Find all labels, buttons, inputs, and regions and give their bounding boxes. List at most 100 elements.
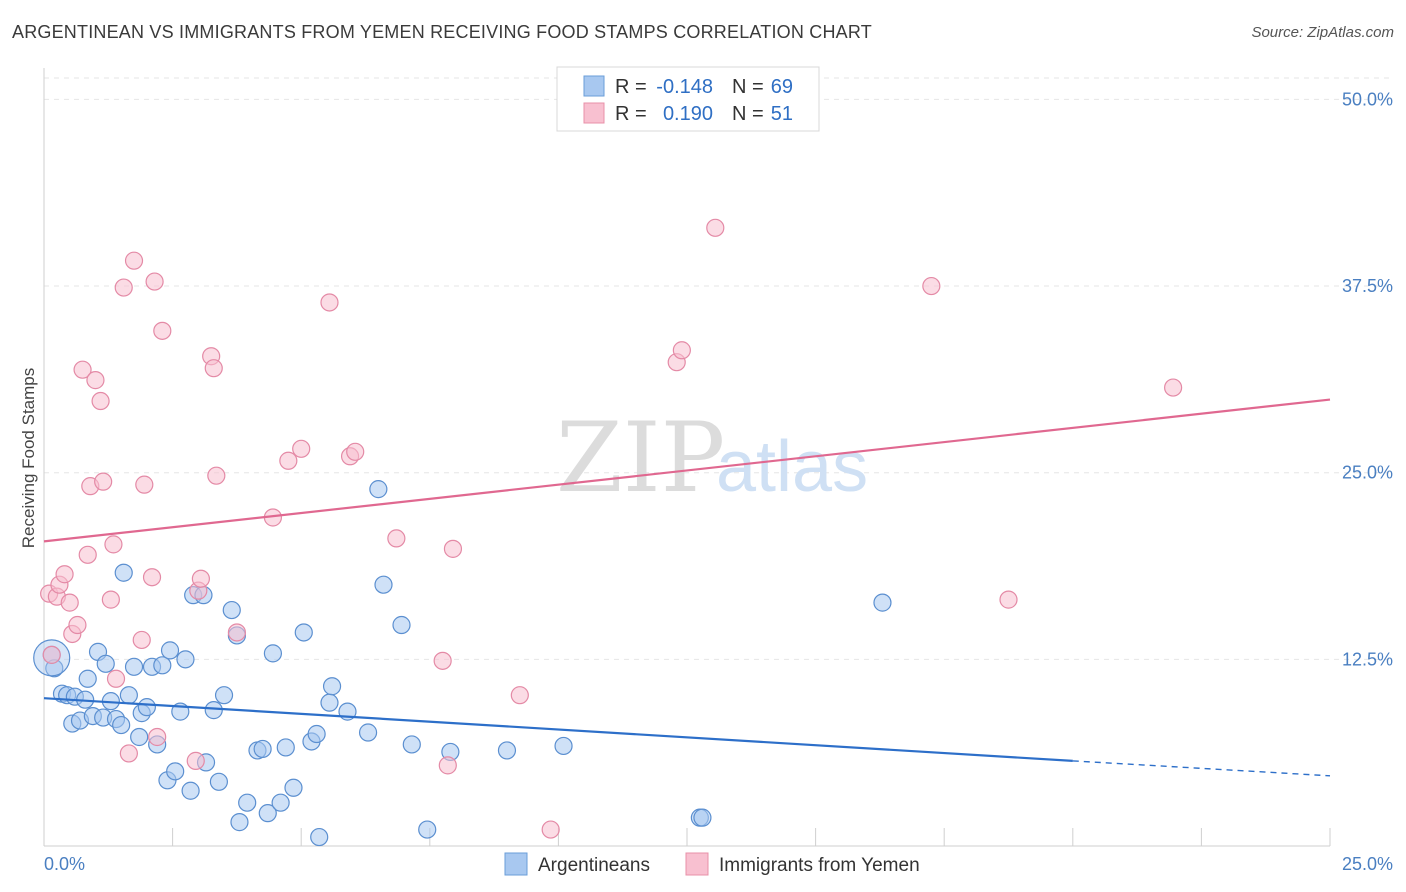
point-yemen-5 — [60, 593, 79, 612]
trend-line-argentineans-extension — [1072, 760, 1331, 777]
point-argentineans-26 — [160, 641, 180, 660]
point-argentineans-15 — [112, 715, 131, 735]
point-yemen-13 — [94, 472, 113, 491]
point-yemen-9 — [78, 545, 97, 564]
trend-line-argentineans — [43, 697, 1073, 762]
point-argentineans-47 — [284, 778, 303, 797]
legend-r-label-1: R = — [615, 103, 647, 125]
point-yemen-44 — [541, 820, 560, 839]
point-yemen-25 — [153, 321, 172, 340]
point-yemen-11 — [86, 371, 105, 390]
legend-r-value-0: -0.148 — [656, 76, 713, 98]
legend-swatch-yemen — [583, 102, 605, 124]
point-yemen-41 — [438, 756, 457, 775]
point-yemen-46 — [672, 341, 691, 360]
point-yemen-1 — [42, 645, 61, 664]
point-yemen-28 — [191, 569, 210, 588]
y-tick-label-12.5: 12.5% — [1342, 649, 1393, 669]
point-yemen-36 — [320, 293, 339, 312]
point-argentineans-43 — [258, 804, 277, 823]
point-argentineans-44 — [263, 644, 283, 663]
legend-swatch-argentineans-bottom — [504, 852, 528, 876]
point-argentineans-42 — [253, 739, 272, 759]
point-argentineans-8 — [78, 669, 97, 688]
y-tick-label-25: 25.0% — [1342, 463, 1393, 483]
point-yemen-14 — [101, 590, 120, 609]
point-argentineans-34 — [204, 701, 223, 720]
point-argentineans-12 — [96, 654, 115, 673]
point-yemen-8 — [73, 360, 92, 379]
point-argentineans-21 — [137, 698, 156, 717]
point-yemen-19 — [124, 251, 144, 270]
legend-n-value-0: 69 — [771, 76, 793, 98]
y-tick-label-37.5: 37.5% — [1342, 276, 1393, 296]
point-argentineans-55 — [358, 723, 378, 742]
point-argentineans-65 — [693, 808, 712, 827]
y-axis-label: Receiving Food Stamps — [19, 368, 38, 548]
point-argentineans-27 — [166, 762, 185, 781]
y-tick-label-50: 50.0% — [1342, 89, 1393, 109]
point-yemen-34 — [279, 451, 298, 470]
point-argentineans-59 — [402, 735, 421, 754]
legend-swatch-yemen-bottom — [685, 852, 709, 876]
legend-label-yemen: Immigrants from Yemen — [719, 855, 920, 876]
point-yemen-39 — [387, 529, 406, 548]
point-yemen-7 — [68, 615, 87, 635]
point-argentineans-35 — [209, 772, 228, 791]
grid-lines — [44, 77, 1392, 660]
point-yemen-43 — [510, 686, 529, 705]
point-yemen-26 — [186, 751, 205, 770]
point-yemen-32 — [227, 623, 246, 642]
trend-line-yemen — [43, 398, 1331, 543]
point-argentineans-45 — [271, 793, 290, 812]
point-argentineans-46 — [276, 738, 295, 757]
chart-title: ARGENTINEAN VS IMMIGRANTS FROM YEMEN REC… — [12, 22, 872, 42]
point-argentineans-60 — [418, 820, 437, 839]
point-yemen-18 — [119, 744, 138, 763]
x-tick-label-min: 0.0% — [44, 854, 85, 874]
point-argentineans-40 — [238, 793, 257, 812]
point-yemen-50 — [1164, 378, 1183, 397]
point-yemen-30 — [204, 359, 223, 378]
x-tick-label-max: 25.0% — [1342, 854, 1393, 874]
point-argentineans-57 — [374, 575, 393, 594]
correlation-legend: R = -0.148 N = 69 R = 0.190 N = 51 — [556, 66, 820, 132]
point-yemen-15 — [104, 535, 123, 554]
point-argentineans-30 — [181, 781, 200, 800]
point-argentineans-62 — [497, 741, 517, 760]
series-yemen-points — [40, 218, 1183, 839]
point-yemen-23 — [145, 272, 164, 291]
point-argentineans-50 — [307, 724, 326, 744]
legend-label-argentineans: Argentineans — [538, 855, 650, 876]
point-argentineans-56 — [369, 480, 388, 499]
point-argentineans-24 — [153, 656, 172, 675]
trend-lines — [43, 398, 1331, 777]
point-yemen-42 — [443, 539, 463, 558]
point-yemen-12 — [91, 391, 110, 411]
point-yemen-49 — [999, 590, 1018, 609]
point-yemen-40 — [433, 651, 452, 670]
point-argentineans-51 — [310, 827, 329, 847]
point-yemen-17 — [114, 278, 133, 297]
point-argentineans-37 — [222, 600, 241, 620]
point-yemen-4 — [55, 565, 74, 584]
point-argentineans-17 — [119, 686, 138, 705]
point-argentineans-18 — [124, 657, 144, 676]
watermark-zip: ZIP — [556, 402, 725, 514]
point-yemen-38 — [346, 442, 365, 461]
point-yemen-22 — [142, 568, 162, 587]
point-yemen-47 — [706, 218, 725, 237]
legend-swatch-argentineans — [583, 75, 605, 97]
point-yemen-35 — [292, 439, 311, 458]
point-argentineans-16 — [114, 563, 133, 582]
series-argentineans-points — [33, 480, 892, 847]
legend-n-label-0: N = — [732, 76, 764, 98]
point-argentineans-19 — [130, 727, 149, 747]
legend-r-value-1: 0.190 — [663, 103, 713, 125]
point-argentineans-36 — [214, 686, 234, 705]
point-yemen-48 — [922, 276, 941, 296]
point-yemen-21 — [135, 475, 154, 494]
point-argentineans-53 — [322, 677, 342, 696]
watermark-atlas: atlas — [716, 427, 868, 507]
